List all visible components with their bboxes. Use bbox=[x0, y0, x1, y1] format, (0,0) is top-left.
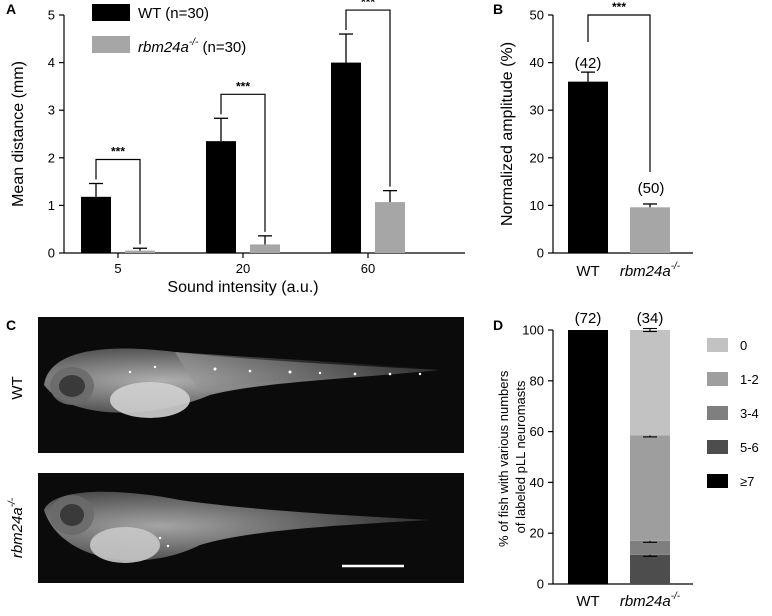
chart-b-y-axis-title: Normalized amplitude (%) bbox=[499, 42, 516, 226]
chart-a-bars bbox=[81, 33, 405, 253]
chart-d-x-label-wt: WT bbox=[576, 593, 599, 610]
chart-a-bar-mutant-5 bbox=[125, 250, 155, 253]
fish-label-wt: WT bbox=[9, 376, 26, 399]
chart-d-legend-label: ≥7 bbox=[740, 474, 754, 489]
chart-d-y-tick-label: 20 bbox=[530, 526, 544, 541]
panel-label-a: A bbox=[6, 1, 16, 17]
chart-d-bars bbox=[568, 327, 670, 584]
chart-a-x-tick-label: 20 bbox=[236, 261, 250, 276]
chart-a-y-tick-label: 3 bbox=[48, 103, 55, 118]
chart-a: 0 1 2 3 4 5 5 20 60 *** *** *** Mean distance (mm… bbox=[10, 0, 465, 296]
chart-d-legend-swatch bbox=[707, 372, 728, 386]
fish-images: WT rbm24a-/- bbox=[7, 317, 464, 583]
chart-b-count-mutant: (50) bbox=[638, 180, 665, 197]
chart-d-legend-label: 1-2 bbox=[740, 372, 759, 387]
chart-b-y-ticks: 0 10 20 30 40 50 bbox=[530, 8, 553, 261]
chart-a-y-axis-title: Mean distance (mm) bbox=[10, 61, 27, 207]
chart-a-y-tick-label: 1 bbox=[48, 198, 55, 213]
fish-wt bbox=[44, 348, 440, 418]
chart-b-significance-label: *** bbox=[612, 0, 626, 14]
chart-b-y-tick-label: 50 bbox=[530, 8, 544, 23]
chart-a-significance-bracket bbox=[345, 9, 391, 187]
chart-a-x-tick-label: 60 bbox=[361, 261, 375, 276]
chart-d-legend-label: 5-6 bbox=[740, 440, 759, 455]
chart-d-y-tick-label: 0 bbox=[537, 577, 544, 592]
chart-a-bar-wt-5 bbox=[81, 196, 111, 253]
legend-swatch-mutant bbox=[92, 36, 130, 53]
chart-b-y-tick-label: 30 bbox=[530, 103, 544, 118]
chart-d-legend-label: 3-4 bbox=[740, 406, 759, 421]
chart-a-y-tick-label: 2 bbox=[48, 150, 55, 165]
fish-wt-neuromasts bbox=[128, 365, 422, 376]
chart-d-segment-mutant bbox=[630, 330, 670, 436]
legend-swatch-wt bbox=[92, 4, 130, 21]
legend-label-mutant: rbm24a-/- (n=30) bbox=[138, 37, 246, 56]
chart-a-significance-bracket bbox=[95, 158, 141, 245]
chart-b-x-label-mutant: rbm24a-/- bbox=[620, 261, 681, 280]
chart-d-y-tick-label: 60 bbox=[530, 424, 544, 439]
chart-a-significance-bracket bbox=[220, 93, 266, 232]
chart-b-bars bbox=[568, 71, 670, 253]
chart-d-legend-swatch bbox=[707, 406, 728, 420]
chart-d: 0 20 40 60 80 100 % of fish with various numb… bbox=[496, 310, 759, 610]
chart-d-y-ticks: 0 20 40 60 80 100 bbox=[522, 323, 553, 592]
chart-a-significance-label: *** bbox=[111, 145, 125, 159]
chart-b-y-tick-label: 0 bbox=[537, 246, 544, 261]
chart-a-significance: *** *** *** bbox=[95, 0, 391, 245]
chart-b-y-tick-label: 20 bbox=[530, 150, 544, 165]
chart-d-count-wt: (72) bbox=[575, 310, 602, 327]
chart-b-x-label-wt: WT bbox=[576, 263, 599, 280]
panel-label-d: D bbox=[493, 317, 503, 333]
chart-a-x-ticks: 5 20 60 bbox=[114, 253, 375, 276]
chart-d-legend-swatch bbox=[707, 338, 728, 352]
chart-a-y-ticks: 0 1 2 3 4 5 bbox=[48, 8, 64, 261]
chart-a-significance-label: *** bbox=[361, 0, 375, 9]
chart-a-y-tick-label: 4 bbox=[48, 55, 55, 70]
chart-b-bar-wt bbox=[568, 81, 608, 253]
fish-mutant bbox=[44, 491, 430, 563]
chart-d-y-tick-label: 100 bbox=[522, 323, 544, 338]
chart-a-legend: WT (n=30) rbm24a-/- (n=30) bbox=[92, 4, 246, 56]
fish-label-mutant: rbm24a-/- bbox=[7, 497, 26, 558]
chart-a-bar-wt-60 bbox=[331, 62, 361, 253]
chart-a-bar-mutant-60 bbox=[375, 202, 405, 253]
chart-a-y-tick-label: 5 bbox=[48, 8, 55, 23]
chart-a-x-tick-label: 5 bbox=[114, 261, 121, 276]
chart-a-x-axis-title: Sound intensity (a.u.) bbox=[167, 279, 318, 296]
chart-d-legend-swatch bbox=[707, 474, 728, 488]
chart-a-y-tick-label: 0 bbox=[48, 246, 55, 261]
chart-b-significance-bracket bbox=[587, 14, 651, 172]
chart-d-count-mutant: (34) bbox=[637, 310, 664, 327]
chart-d-y-tick-label: 40 bbox=[530, 475, 544, 490]
chart-d-segment-wt bbox=[568, 330, 608, 584]
chart-d-legend: 0 1-2 3-4 5-6 ≥7 bbox=[707, 338, 759, 489]
chart-a-bar-wt-20 bbox=[206, 141, 236, 253]
legend-label-wt: WT (n=30) bbox=[138, 5, 209, 22]
chart-d-legend-label: 0 bbox=[740, 338, 747, 353]
chart-b-bar-mutant bbox=[630, 207, 670, 253]
chart-b-y-tick-label: 10 bbox=[530, 198, 544, 213]
fish-mutant-neuromasts bbox=[158, 536, 170, 548]
chart-d-x-label-mutant: rbm24a-/- bbox=[620, 591, 681, 610]
panel-label-b: B bbox=[493, 1, 503, 17]
chart-a-significance-label: *** bbox=[236, 79, 250, 93]
chart-a-bar-mutant-20 bbox=[250, 244, 280, 253]
chart-d-segment-mutant bbox=[630, 540, 670, 555]
chart-d-segment-mutant bbox=[630, 435, 670, 541]
chart-d-y-tick-label: 80 bbox=[530, 373, 544, 388]
chart-b-y-tick-label: 40 bbox=[530, 55, 544, 70]
panel-label-c: C bbox=[6, 317, 16, 333]
chart-d-segment-mutant bbox=[630, 554, 670, 584]
chart-d-legend-swatch bbox=[707, 440, 728, 454]
chart-b-count-wt: (42) bbox=[575, 55, 602, 72]
chart-b-significance: *** bbox=[587, 0, 651, 172]
chart-d-y-axis-title: % of fish with various numbers of labele… bbox=[496, 367, 528, 547]
